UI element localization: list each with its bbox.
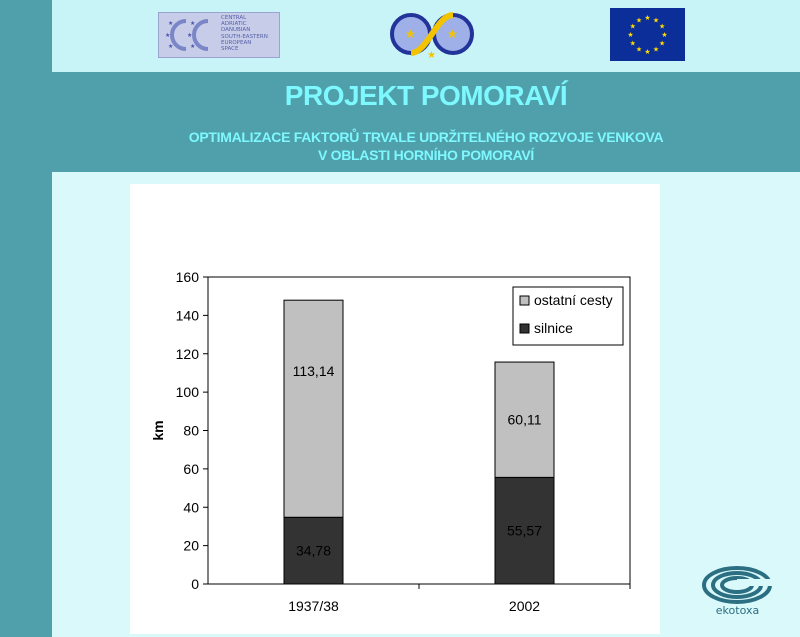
cadses-logo: ★ ★ ★ ★ ★ ★ CENTRAL ADRIATIC DANUBIAN SOUTH-… (158, 12, 280, 58)
svg-text:★: ★ (168, 20, 173, 27)
legend-label: ostatní cesty (534, 292, 613, 308)
x-tick-label: 2002 (509, 598, 540, 614)
eu-star-icon: ★ (636, 16, 642, 24)
y-tick-label: 140 (176, 307, 200, 323)
y-tick-label: 80 (183, 423, 199, 439)
data-label: 113,14 (293, 363, 335, 379)
y-tick-label: 20 (183, 538, 199, 554)
y-tick-label: 0 (191, 576, 199, 592)
subtitle-line-1: OPTIMALIZACE FAKTORŮ TRVALE UDRŽITELNÉHO… (188, 129, 664, 145)
bar-dark-segment (494, 476, 555, 585)
eu-star-icon: ★ (630, 40, 636, 48)
y-tick-label: 160 (176, 269, 200, 285)
data-label: 34,78 (296, 543, 331, 559)
svg-text:★: ★ (187, 32, 192, 39)
eu-star-icon: ★ (627, 31, 633, 39)
svg-text:★: ★ (405, 27, 416, 41)
legend-box (512, 286, 624, 346)
ekotoxa-logo-icon (702, 566, 773, 604)
bar-light-segment (494, 361, 555, 478)
eu-star-icon: ★ (644, 48, 650, 56)
bar-dark-segment (283, 516, 344, 585)
svg-text:★: ★ (427, 50, 436, 60)
eu-star-icon: ★ (659, 23, 665, 31)
eu-star-icon: ★ (630, 23, 636, 31)
x-tick-label: 1937/38 (288, 598, 339, 614)
svg-text:★: ★ (190, 43, 195, 50)
data-label: 60,11 (508, 412, 542, 428)
bar-light-segment (283, 299, 344, 518)
y-tick-label: 60 (183, 461, 199, 477)
data-label: 55,57 (507, 523, 542, 539)
legend-label: silnice (534, 320, 573, 336)
bar-chart: 0 20 40 60 80 100 120 140 160 km 34,78 113,14 1937/3… (150, 269, 631, 614)
left-side-band (0, 0, 52, 637)
svg-text:★: ★ (168, 43, 173, 50)
eu-star-icon: ★ (636, 46, 642, 54)
eu-flag-icon: ★ ★★★★★★★★★★★ (610, 8, 685, 61)
cadses-text: CENTRAL ADRIATIC DANUBIAN SOUTH-EASTERN … (221, 15, 268, 53)
page-subtitle: OPTIMALIZACE FAKTORŮ TRVALE UDRŽITELNÉHO… (52, 128, 800, 164)
y-tick-label: 40 (183, 499, 199, 515)
chart-panel: 0 20 40 60 80 100 120 140 160 km 34,78 113,14 1937/3… (130, 184, 660, 634)
eu-star-icon: ★ (659, 40, 665, 48)
svg-text:★: ★ (165, 32, 170, 39)
svg-text:★: ★ (190, 20, 195, 27)
y-tick-label: 100 (176, 384, 200, 400)
legend-swatch (519, 323, 530, 334)
title-band (52, 72, 800, 172)
ekotoxa-label: ekotoxa (715, 604, 760, 617)
subtitle-line-2: V OBLASTI HORNÍHO POMORAVÍ (318, 147, 534, 163)
eu-star-icon: ★ (644, 14, 650, 22)
interreg-logo: ★ ★ ★ (390, 12, 474, 60)
svg-text:★: ★ (447, 27, 458, 41)
eu-star-icon: ★ (653, 46, 659, 54)
eu-star-icon: ★ (653, 16, 659, 24)
y-axis-label: km (150, 420, 166, 440)
eu-star-icon: ★ (661, 31, 667, 39)
legend-swatch (519, 295, 530, 306)
cadses-emblem-icon: ★ ★ ★ ★ ★ ★ (165, 19, 209, 51)
page-title: PROJEKT POMORAVÍ (284, 80, 568, 111)
y-tick-label: 120 (176, 346, 200, 362)
